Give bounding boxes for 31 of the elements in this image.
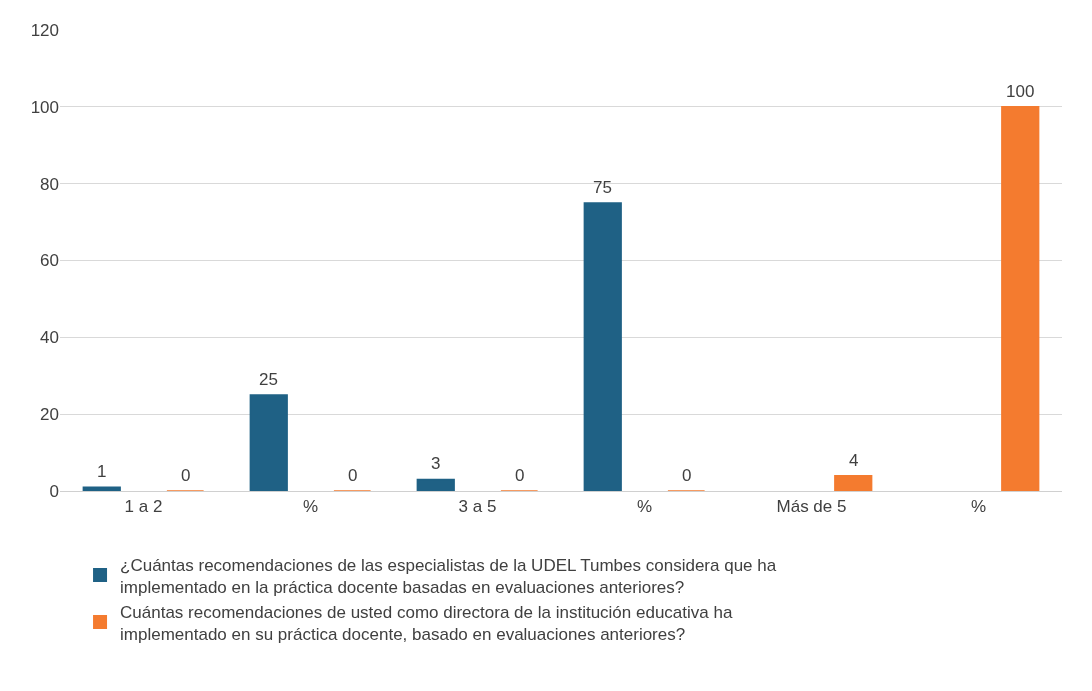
bar (416, 478, 455, 491)
data-label: 1 (97, 462, 107, 481)
x-tick-label: % (636, 497, 653, 517)
x-tick-label: 1 a 2 (124, 497, 163, 517)
y-tick-label: 0 (49, 481, 59, 501)
bar (834, 474, 873, 491)
data-label: 0 (515, 466, 525, 485)
y-tick-label: 60 (40, 251, 59, 271)
data-label: 25 (259, 370, 278, 389)
bar (583, 202, 622, 491)
legend-label: Cuántas recomendaciones de usted como directora de la institución educativa ha implementado en su práctica docente, basado en evaluaciones anteriores? (120, 602, 733, 644)
y-tick-label: 100 (30, 97, 59, 117)
bar (249, 394, 288, 491)
data-label: 4 (849, 451, 859, 470)
y-tick-label: 20 (40, 405, 59, 425)
data-label: 100 (1006, 82, 1035, 101)
bar (82, 486, 121, 491)
data-label: 75 (593, 178, 612, 197)
y-tick-label: 80 (40, 174, 59, 194)
y-tick-label: 120 (30, 20, 59, 40)
bar (1001, 106, 1040, 491)
x-tick-label: Más de 5 (776, 497, 847, 517)
legend-label: ¿Cuántas recomendaciones de las especialistas de la UDEL Tumbes considera que ha implementado en la práctica docente basadas en evaluaciones anteriores? (120, 555, 777, 597)
data-label: 3 (431, 454, 441, 473)
data-label: 0 (682, 466, 692, 485)
x-tick-label: % (970, 497, 987, 517)
data-label: 0 (348, 466, 358, 485)
x-tick-label: % (302, 497, 319, 517)
y-tick-label: 40 (40, 328, 59, 348)
data-label: 0 (181, 466, 191, 485)
x-tick-label: 3 a 5 (458, 497, 497, 517)
